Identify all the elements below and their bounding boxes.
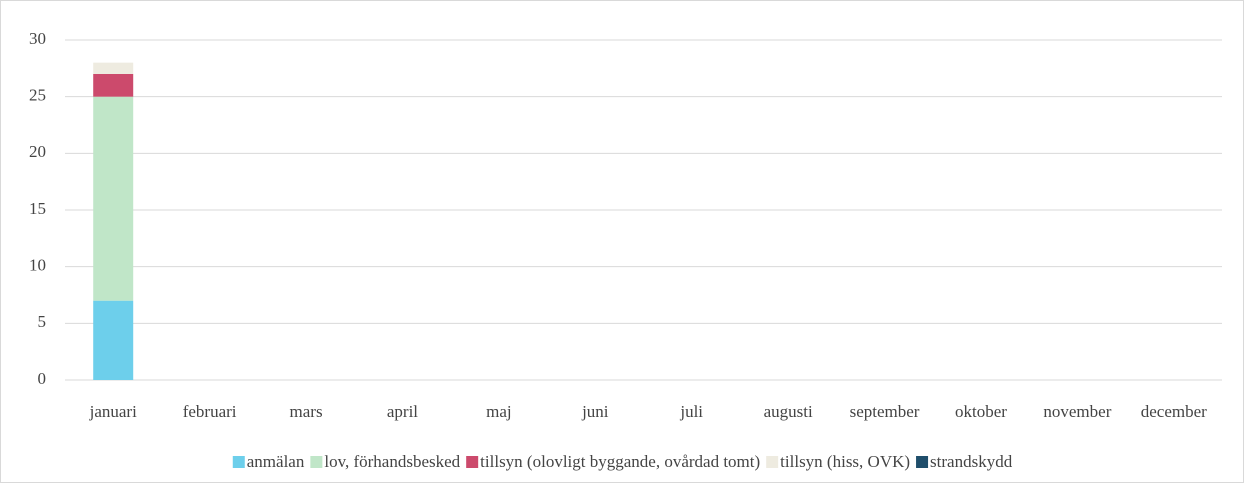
x-tick-label: juli [679,402,703,421]
y-tick-label: 0 [38,369,47,388]
y-tick-label: 5 [38,312,47,331]
legend-swatch [310,456,323,468]
legend-label: lov, förhandsbesked [324,452,460,471]
y-tick-label: 20 [29,142,46,161]
legend-swatch [466,456,479,468]
y-tick-label: 25 [29,86,46,105]
bar-segment [93,96,134,301]
x-tick-label: april [387,402,418,421]
legend-swatch [916,456,929,468]
x-tick-label: februari [183,402,237,421]
x-tick-label: november [1043,402,1111,421]
x-tick-label: mars [290,402,323,421]
x-tick-label: oktober [955,402,1007,421]
bar-segment [93,300,134,380]
bar-segment [93,62,134,74]
y-tick-label: 10 [29,256,46,275]
legend-label: strandskydd [930,452,1013,471]
legend-label: anmälan [247,452,305,471]
x-tick-label: december [1141,402,1207,421]
y-tick-label: 30 [29,29,46,48]
legend-swatch [232,456,245,468]
x-tick-label: januari [89,402,137,421]
x-tick-label: augusti [764,402,813,421]
y-tick-label: 15 [29,199,46,218]
legend-swatch [766,456,779,468]
x-tick-label: september [850,402,920,421]
x-tick-label: juni [581,402,609,421]
legend-label: tillsyn (hiss, OVK) [780,452,910,471]
x-tick-label: maj [486,402,512,421]
legend-label: tillsyn (olovligt byggande, ovårdad tomt… [480,452,760,471]
bar-segment [93,74,134,97]
